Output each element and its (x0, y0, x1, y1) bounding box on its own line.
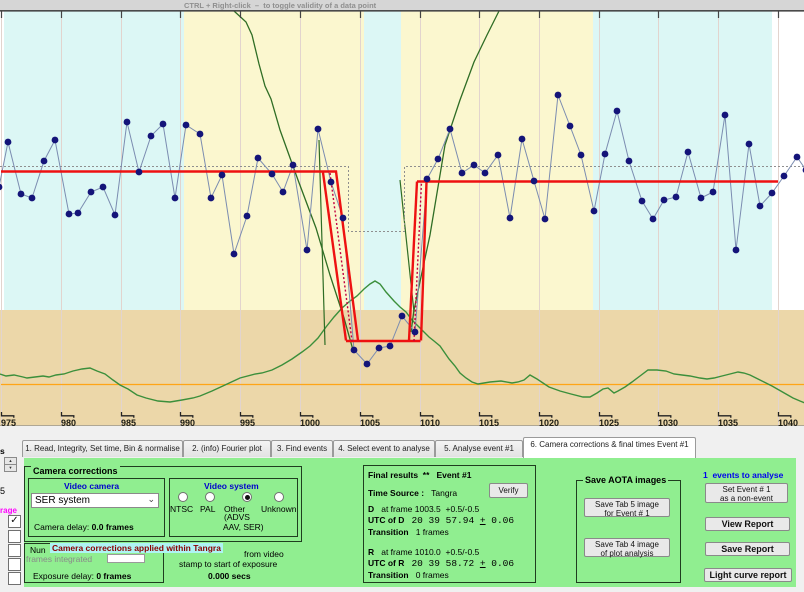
svg-text:995: 995 (240, 418, 255, 426)
svg-text:980: 980 (61, 418, 76, 426)
svg-text:1040: 1040 (778, 418, 798, 426)
svg-text:985: 985 (121, 418, 136, 426)
svg-text:1035: 1035 (718, 418, 738, 426)
svg-text:1010: 1010 (420, 418, 440, 426)
svg-text:1005: 1005 (360, 418, 380, 426)
svg-text:1000: 1000 (300, 418, 320, 426)
svg-text:1020: 1020 (539, 418, 559, 426)
svg-text:1015: 1015 (479, 418, 499, 426)
svg-text:975: 975 (1, 418, 16, 426)
svg-text:990: 990 (180, 418, 195, 426)
svg-text:1030: 1030 (658, 418, 678, 426)
svg-text:1025: 1025 (599, 418, 619, 426)
